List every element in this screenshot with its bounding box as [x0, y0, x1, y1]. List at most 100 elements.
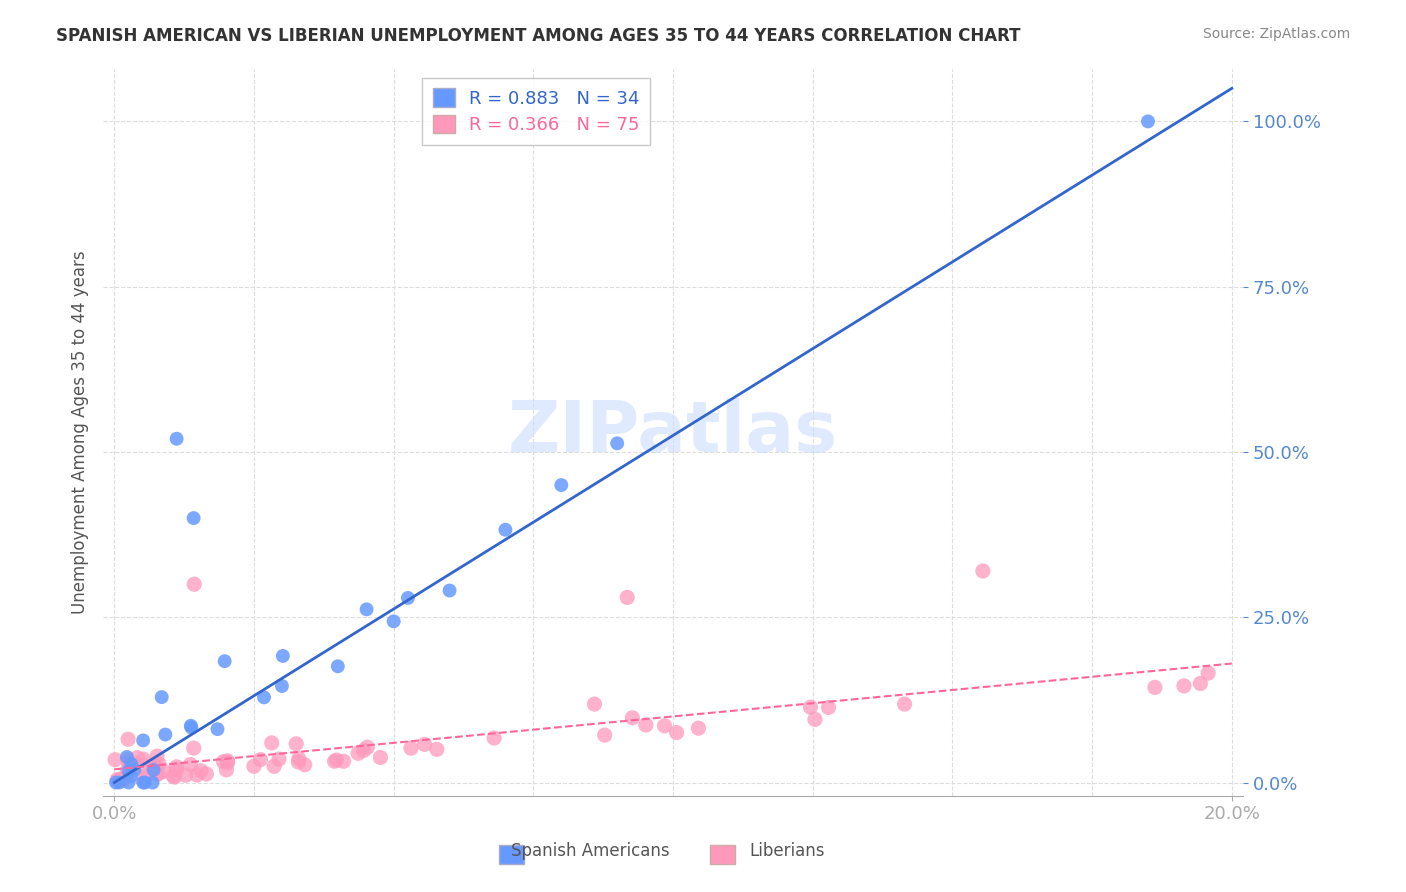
Point — [104, 753, 127, 767]
Point — [253, 690, 276, 705]
Point — [117, 753, 139, 767]
Point — [183, 511, 205, 525]
Point — [399, 741, 422, 756]
Point — [142, 763, 165, 777]
Point — [550, 478, 572, 492]
Point — [260, 736, 283, 750]
Point — [332, 754, 354, 768]
Text: ZIPatlas: ZIPatlas — [508, 398, 838, 467]
Point — [325, 753, 347, 767]
Point — [163, 770, 186, 784]
Point — [212, 755, 235, 769]
Point — [494, 523, 516, 537]
Y-axis label: Unemployment Among Ages 35 to 44 years: Unemployment Among Ages 35 to 44 years — [72, 251, 89, 614]
Point — [271, 648, 294, 663]
Point — [972, 564, 994, 578]
Point — [817, 700, 839, 714]
Legend: R = 0.883   N = 34, R = 0.366   N = 75: R = 0.883 N = 34, R = 0.366 N = 75 — [422, 78, 651, 145]
Point — [105, 772, 128, 787]
Point — [111, 772, 134, 787]
Text: Liberians: Liberians — [749, 842, 825, 860]
Point — [120, 769, 142, 783]
Point — [132, 752, 155, 766]
Point — [356, 740, 378, 755]
Point — [353, 743, 375, 757]
Point — [326, 659, 349, 673]
Point — [131, 772, 153, 786]
Point — [162, 769, 184, 783]
Point — [396, 591, 419, 605]
Point — [804, 712, 827, 726]
Text: Source: ZipAtlas.com: Source: ZipAtlas.com — [1202, 27, 1350, 41]
Point — [148, 757, 170, 772]
Point — [370, 750, 392, 764]
Point — [186, 768, 208, 782]
Point — [153, 764, 176, 779]
Point — [117, 775, 139, 789]
Point — [105, 775, 128, 789]
Point — [1189, 676, 1212, 690]
Point — [482, 731, 505, 745]
Point — [166, 763, 188, 777]
Point — [217, 754, 239, 768]
Point — [107, 773, 129, 788]
Point — [115, 764, 138, 778]
Point — [616, 591, 638, 605]
Point — [120, 756, 142, 771]
Point — [111, 773, 134, 788]
Point — [688, 721, 710, 735]
Point — [141, 761, 163, 775]
Point — [634, 718, 657, 732]
Point — [214, 654, 236, 668]
Point — [382, 615, 405, 629]
Point — [217, 756, 239, 770]
Point — [665, 725, 688, 739]
Point — [323, 754, 346, 768]
Point — [1136, 114, 1159, 128]
Point — [141, 775, 163, 789]
Point — [174, 768, 197, 782]
FancyBboxPatch shape — [499, 845, 524, 864]
FancyBboxPatch shape — [710, 845, 735, 864]
Point — [135, 768, 157, 782]
Point — [893, 697, 915, 711]
Point — [243, 759, 266, 773]
Point — [132, 775, 155, 789]
Point — [271, 679, 294, 693]
Point — [183, 577, 205, 591]
Point — [166, 432, 188, 446]
Point — [426, 742, 449, 756]
Point — [148, 767, 170, 781]
Point — [593, 728, 616, 742]
Point — [195, 767, 218, 781]
Point — [146, 749, 169, 764]
Point — [132, 733, 155, 747]
Point — [127, 750, 149, 764]
Text: SPANISH AMERICAN VS LIBERIAN UNEMPLOYMENT AMONG AGES 35 TO 44 YEARS CORRELATION : SPANISH AMERICAN VS LIBERIAN UNEMPLOYMEN… — [56, 27, 1021, 45]
Point — [654, 719, 676, 733]
Point — [180, 721, 202, 735]
Point — [583, 697, 606, 711]
Point — [117, 756, 139, 771]
Point — [134, 775, 156, 789]
Point — [183, 741, 205, 756]
Point — [1197, 666, 1219, 681]
Point — [150, 690, 173, 705]
Text: Spanish Americans: Spanish Americans — [512, 842, 669, 860]
Point — [1173, 679, 1195, 693]
Point — [1143, 681, 1166, 695]
Point — [180, 719, 202, 733]
Point — [117, 764, 139, 778]
Point — [285, 737, 308, 751]
Point — [122, 756, 145, 771]
Point — [799, 700, 821, 714]
Point — [112, 772, 135, 786]
Point — [287, 755, 309, 769]
Point — [207, 722, 229, 736]
Point — [439, 583, 461, 598]
Point — [155, 727, 177, 741]
Point — [263, 759, 285, 773]
Point — [166, 760, 188, 774]
Point — [621, 711, 644, 725]
Point — [267, 752, 290, 766]
